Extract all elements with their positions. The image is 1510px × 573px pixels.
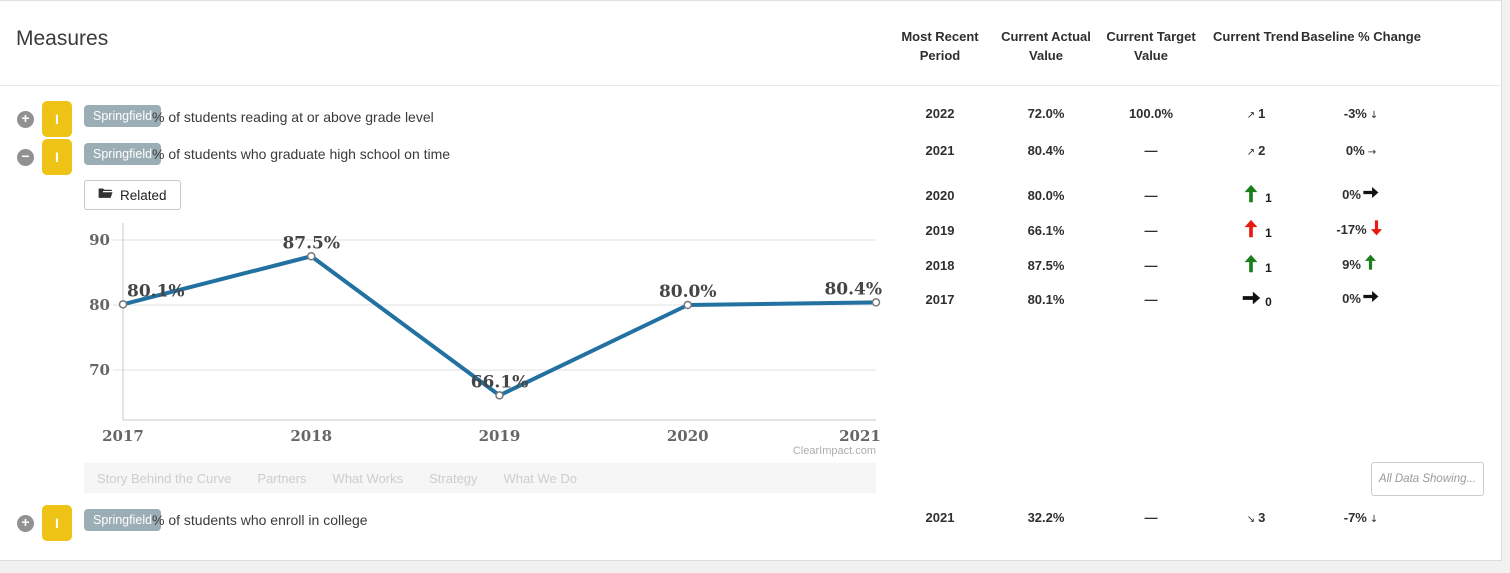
trend-chart: 90 80 70 80.1% 87.5% 66.1% 80.0% 80.4% 2017 2018 2… [89,219,902,454]
svg-text:2019: 2019 [479,427,521,445]
history-period: 2017 [925,292,955,307]
history-trend: 0 [1191,287,1321,309]
scorecard-tag[interactable]: Springfield [84,105,162,127]
related-label: Related [120,187,167,203]
expand-button[interactable]: + [17,111,34,128]
svg-text:80.4%: 80.4% [824,279,882,299]
history-target: — [1144,188,1158,203]
tab-what-works[interactable]: What Works [332,470,404,486]
trend-arrow-icon: ↗ [1246,147,1256,158]
measures-panel: Measures Most Recent Period Current Actu… [0,0,1502,561]
svg-text:2020: 2020 [667,427,709,445]
history-baseline-change: 0% [1291,183,1431,202]
measure-name[interactable]: % of students reading at or above grade … [152,109,434,125]
page-title: Measures [16,27,109,50]
history-trend: 1 [1191,183,1321,205]
svg-text:66.1%: 66.1% [471,372,529,392]
history-actual: 80.0% [1027,188,1065,203]
history-target: — [1144,292,1158,307]
trend-arrow-icon: ↘ [1246,514,1256,525]
trend-arrow-icon [1240,218,1262,240]
scorecard-tag[interactable]: Springfield [84,509,162,531]
column-header-most-recent-period: Most Recent Period [901,29,979,63]
trend-arrow-icon: ↗ [1246,110,1256,121]
scorecard-tag[interactable]: Springfield [84,143,162,165]
tab-story-behind-the-curve[interactable]: Story Behind the Curve [97,470,232,486]
measure-target: — [1144,510,1158,525]
svg-text:70: 70 [90,361,110,379]
svg-text:80.1%: 80.1% [127,281,185,301]
detail-tabs: Story Behind the Curve Partners What Wor… [84,463,876,493]
history-target: — [1144,258,1158,273]
measure-name[interactable]: % of students who enroll in college [152,512,368,528]
measure-type-icon[interactable]: I [42,505,72,541]
svg-text:80.0%: 80.0% [659,282,717,302]
related-button[interactable]: Related [84,180,181,210]
history-baseline-change: 9% [1291,253,1431,272]
history-period: 2019 [925,223,955,238]
tab-partners[interactable]: Partners [257,470,307,486]
measure-period: 2021 [925,510,955,525]
svg-text:80: 80 [90,296,110,314]
history-baseline-change: -17% [1291,218,1431,237]
measure-actual: 80.4% [1027,143,1065,158]
measure-trend: ↘ 3 [1246,510,1266,525]
clearimpact-watermark: ClearImpact.com [792,445,876,457]
column-header-current-actual-value: Current Actual Value [1001,29,1091,63]
column-header-current-trend: Current Trend [1213,29,1299,44]
measure-type-icon[interactable]: I [42,101,72,137]
baseline-arrow-icon [1361,253,1380,272]
measure-target: 100.0% [1128,106,1174,121]
history-baseline-change: 0% [1291,287,1431,306]
history-period: 2020 [925,188,955,203]
measure-name[interactable]: % of students who graduate high school o… [152,146,451,162]
all-data-showing-button[interactable]: All Data Showing... [1371,462,1484,496]
svg-text:90: 90 [90,231,110,249]
trend-arrow-icon [1240,253,1262,275]
history-target: — [1144,223,1158,238]
svg-text:87.5%: 87.5% [282,233,340,253]
column-header-current-target-value: Current Target Value [1106,29,1196,63]
baseline-arrow-icon [1361,183,1380,202]
baseline-arrow-icon [1367,218,1386,237]
history-actual: 87.5% [1027,258,1065,273]
trend-arrow-icon [1240,287,1262,309]
measure-type-icon[interactable]: I [42,139,72,175]
measure-trend: ↗ 2 [1246,143,1266,158]
baseline-arrow-icon [1361,287,1380,306]
history-actual: 66.1% [1027,223,1065,238]
baseline-arrow-icon: ↓ [1369,514,1379,525]
tab-what-we-do[interactable]: What We Do [503,470,577,486]
history-actual: 80.1% [1027,292,1065,307]
folder-icon [98,187,113,203]
column-header-baseline-change: Baseline % Change [1301,29,1421,44]
baseline-arrow-icon: → [1367,147,1377,158]
measure-baseline-change: 0% → [1345,143,1377,158]
history-trend: 1 [1191,218,1321,240]
measure-actual: 72.0% [1027,106,1065,121]
svg-text:2021: 2021 [839,427,881,445]
trend-arrow-icon [1240,183,1262,205]
tab-strategy[interactable]: Strategy [429,470,478,486]
svg-text:2018: 2018 [290,427,332,445]
baseline-arrow-icon: ↓ [1369,110,1379,121]
measure-baseline-change: -3% ↓ [1343,106,1379,121]
expand-button[interactable]: + [17,515,34,532]
svg-text:2017: 2017 [102,427,144,445]
measure-baseline-change: -7% ↓ [1343,510,1379,525]
history-period: 2018 [925,258,955,273]
line-chart-svg: 90 80 70 80.1% 87.5% 66.1% 80.0% 80.4% 2017 2018 2… [89,223,882,445]
measure-period: 2022 [925,106,955,121]
history-trend: 1 [1191,253,1321,275]
measure-actual: 32.2% [1027,510,1065,525]
measure-trend: ↗ 1 [1246,106,1266,121]
measure-period: 2021 [925,143,955,158]
header-divider [0,85,1502,86]
measure-target: — [1144,143,1158,158]
collapse-button[interactable]: − [17,149,34,166]
